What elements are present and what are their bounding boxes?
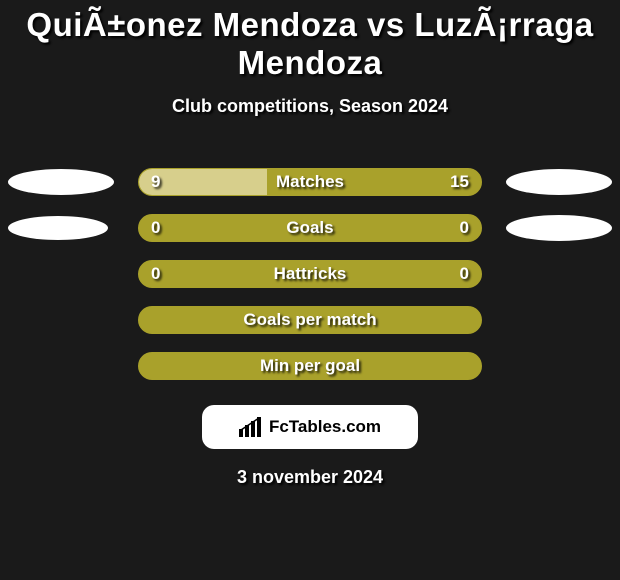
- stat-bar: 0 0 Hattricks: [138, 260, 482, 288]
- stat-bar: 0 0 Goals: [138, 214, 482, 242]
- stat-bar: 9 15 Matches: [138, 168, 482, 196]
- player-right-ellipse: [506, 215, 612, 241]
- player-left-ellipse: [8, 216, 108, 240]
- stat-left-value: 9: [151, 172, 160, 192]
- stat-right-value: 15: [450, 172, 469, 192]
- stat-label: Goals: [286, 218, 333, 238]
- stat-row: 9 15 Matches: [0, 159, 620, 205]
- stat-right-value: 0: [460, 218, 469, 238]
- source-badge-text: FcTables.com: [269, 417, 381, 437]
- stat-row: Goals per match: [0, 297, 620, 343]
- player-left-ellipse: [8, 169, 114, 195]
- stat-right-value: 0: [460, 264, 469, 284]
- stat-rows: 9 15 Matches 0 0 Goals 0 0 Hattricks Goals per ma…: [0, 159, 620, 389]
- stat-label: Matches: [276, 172, 344, 192]
- stat-row: Min per goal: [0, 343, 620, 389]
- stat-left-value: 0: [151, 264, 160, 284]
- player-right-ellipse: [506, 169, 612, 195]
- chart-content: QuiÃ±onez Mendoza vs LuzÃ¡rraga Mendoza …: [0, 0, 620, 488]
- stat-label: Min per goal: [260, 356, 360, 376]
- chart-title: QuiÃ±onez Mendoza vs LuzÃ¡rraga Mendoza: [0, 0, 620, 82]
- chart-icon: [239, 417, 263, 437]
- chart-subtitle: Club competitions, Season 2024: [0, 96, 620, 117]
- source-badge: FcTables.com: [202, 405, 418, 449]
- stat-row: 0 0 Hattricks: [0, 251, 620, 297]
- stat-label: Goals per match: [243, 310, 376, 330]
- stat-row: 0 0 Goals: [0, 205, 620, 251]
- stat-label: Hattricks: [274, 264, 347, 284]
- stat-bar: Goals per match: [138, 306, 482, 334]
- stat-bar: Min per goal: [138, 352, 482, 380]
- chart-date: 3 november 2024: [0, 467, 620, 488]
- stat-left-value: 0: [151, 218, 160, 238]
